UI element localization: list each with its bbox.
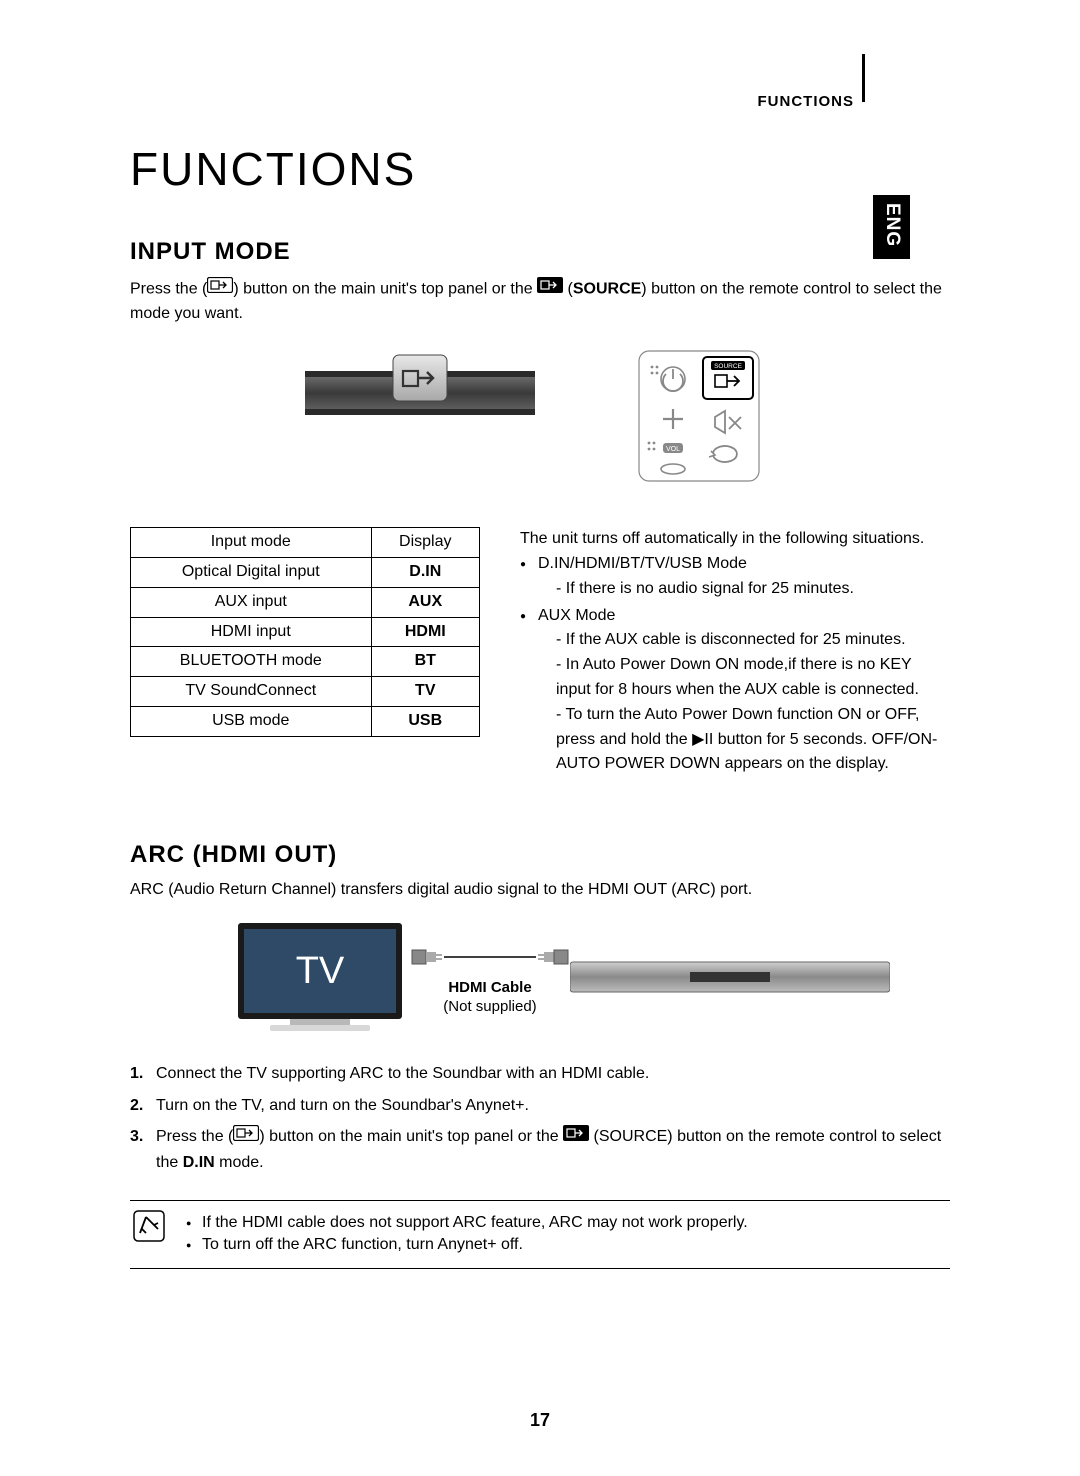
source-icon	[233, 1124, 259, 1150]
intro-source-word: SOURCE	[573, 281, 641, 298]
input-mode-table: Input mode Display Optical Digital input…	[130, 527, 480, 737]
section-header-label: FUNCTIONS	[758, 92, 855, 112]
step-item: Press the ( ) button on the main unit's t…	[130, 1124, 950, 1175]
table-cell: TV	[371, 677, 479, 707]
step-bold: D.IN	[183, 1154, 215, 1171]
note-item: If the HDMI cable does not support ARC f…	[186, 1213, 950, 1234]
bullet-title: D.IN/HDMI/BT/TV/USB Mode	[538, 555, 747, 572]
table-header: Display	[371, 528, 479, 558]
source-icon	[537, 277, 563, 302]
source-icon	[563, 1124, 589, 1150]
bullet-sub: If there is no audio signal for 25 minut…	[556, 577, 950, 602]
arc-intro: ARC (Audio Return Channel) transfers dig…	[130, 880, 950, 901]
main-unit-illustration	[305, 347, 535, 487]
section-header: FUNCTIONS	[758, 92, 866, 112]
step-text: ) button on the main unit's top panel or…	[259, 1128, 563, 1145]
input-mode-heading: INPUT MODE	[130, 236, 950, 267]
hdmi-cable-illustration: HDMI Cable (Not supplied)	[410, 942, 570, 1017]
step-text: mode.	[215, 1154, 264, 1171]
illustration-row: SOURCE VOL	[130, 347, 950, 487]
bullet-sub: In Auto Power Down ON mode,if there is n…	[556, 653, 950, 703]
intro-text: ) button on the main unit's top panel or…	[233, 281, 537, 298]
table-cell: AUX input	[131, 587, 372, 617]
intro-text: Press the (	[130, 281, 207, 298]
header-rule	[862, 54, 865, 102]
arc-steps: Connect the TV supporting ARC to the Sou…	[130, 1061, 950, 1175]
remote-source-label: SOURCE	[714, 363, 742, 370]
table-cell: USB mode	[131, 707, 372, 737]
language-tab: ENG	[873, 195, 910, 259]
remote-vol-label: VOL	[666, 446, 680, 453]
table-cell: TV SoundConnect	[131, 677, 372, 707]
table-cell: HDMI	[371, 617, 479, 647]
page-title: FUNCTIONS	[130, 140, 950, 200]
remote-illustration: SOURCE VOL	[635, 347, 775, 487]
table-cell: BT	[371, 647, 479, 677]
note-icon	[132, 1209, 166, 1250]
bullet-title: AUX Mode	[538, 607, 615, 624]
input-mode-intro: Press the ( ) button on the main unit's t…	[130, 277, 950, 327]
step-item: Turn on the TV, and turn on the Soundbar…	[130, 1093, 950, 1119]
auto-off-list: D.IN/HDMI/BT/TV/USB Mode If there is no …	[520, 552, 950, 777]
cable-sublabel: (Not supplied)	[420, 997, 560, 1017]
page-number: 17	[0, 1409, 1080, 1432]
table-header: Input mode	[131, 528, 372, 558]
bullet-sub: If the AUX cable is disconnected for 25 …	[556, 628, 950, 653]
intro-text: (	[563, 281, 573, 298]
step-item: Connect the TV supporting ARC to the Sou…	[130, 1061, 950, 1087]
note-item: To turn off the ARC function, turn Anyne…	[186, 1235, 950, 1256]
arc-heading: ARC (HDMI OUT)	[130, 839, 950, 870]
auto-off-intro: The unit turns off automatically in the …	[520, 527, 950, 552]
tv-label: TV	[296, 950, 345, 992]
table-cell: Optical Digital input	[131, 558, 372, 588]
cable-label: HDMI Cable	[420, 978, 560, 998]
note-block: If the HDMI cable does not support ARC f…	[130, 1200, 950, 1270]
table-cell: HDMI input	[131, 617, 372, 647]
soundbar-illustration	[570, 954, 890, 1004]
table-cell: AUX	[371, 587, 479, 617]
table-cell: BLUETOOTH mode	[131, 647, 372, 677]
list-item: AUX Mode If the AUX cable is disconnecte…	[520, 604, 950, 778]
list-item: D.IN/HDMI/BT/TV/USB Mode If there is no …	[520, 552, 950, 602]
tv-illustration: TV	[230, 919, 410, 1039]
bullet-sub: To turn the Auto Power Down function ON …	[556, 703, 950, 777]
arc-diagram: TV HDMI Cable (Not supplied)	[170, 919, 950, 1039]
table-cell: USB	[371, 707, 479, 737]
table-cell: D.IN	[371, 558, 479, 588]
step-text: Press the (	[156, 1128, 233, 1145]
source-icon	[207, 277, 233, 302]
